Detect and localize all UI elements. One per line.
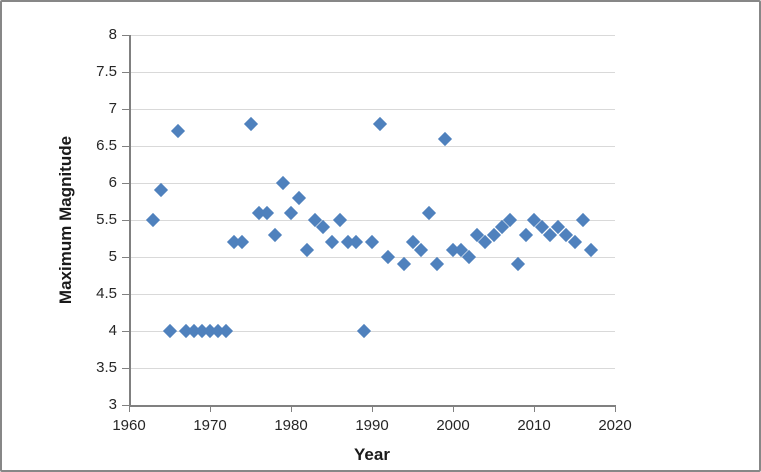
data-point-marker	[267, 227, 282, 242]
data-point-marker	[235, 235, 250, 250]
y-tick-label: 4	[108, 322, 117, 339]
y-axis-tick	[122, 404, 129, 406]
data-point-marker	[292, 190, 307, 205]
x-axis-tick	[533, 405, 535, 412]
data-point-marker	[518, 227, 533, 242]
data-point-marker	[421, 205, 436, 220]
y-axis-tick	[122, 219, 129, 221]
y-tick-label: 3	[108, 396, 117, 413]
data-point-marker	[381, 249, 396, 265]
y-axis-tick	[122, 256, 129, 258]
x-tick-label: 2000	[436, 417, 470, 434]
y-tick-label: 8	[108, 26, 117, 43]
data-point-marker	[275, 175, 290, 191]
x-axis-title: Year	[354, 445, 390, 464]
data-point-marker	[437, 131, 452, 146]
data-point-marker	[356, 323, 371, 339]
x-tick-label: 1960	[112, 417, 146, 434]
y-gridline	[129, 182, 615, 184]
y-axis-line	[129, 35, 131, 405]
data-point-marker	[324, 235, 339, 250]
x-tick-label: 1980	[274, 417, 308, 434]
data-point-marker	[283, 205, 299, 220]
data-point-marker	[583, 242, 598, 257]
x-axis-tick	[452, 405, 454, 412]
y-axis-tick	[122, 293, 129, 295]
data-point-marker	[373, 116, 388, 131]
y-gridline	[129, 108, 615, 110]
data-point-marker	[146, 212, 161, 228]
y-axis-tick	[122, 145, 129, 147]
x-axis-tick	[128, 405, 130, 412]
x-tick-label: 1990	[355, 417, 389, 434]
data-point-marker	[259, 205, 274, 220]
y-tick-label: 7.5	[96, 63, 117, 80]
y-tick-label: 7	[108, 100, 117, 117]
data-point-marker	[364, 235, 380, 250]
y-tick-label: 4.5	[96, 285, 117, 302]
y-gridline	[129, 34, 615, 36]
y-axis-tick	[122, 182, 129, 184]
data-point-marker	[300, 242, 315, 257]
data-point-marker	[219, 323, 234, 339]
y-gridline	[129, 256, 615, 258]
y-axis-tick	[122, 108, 129, 110]
y-gridline	[129, 219, 615, 221]
y-tick-label: 3.5	[96, 359, 117, 376]
x-axis-tick	[209, 405, 211, 412]
y-axis-tick	[122, 71, 129, 73]
data-point-marker	[575, 212, 590, 228]
y-axis-tick	[122, 34, 129, 36]
data-point-marker	[170, 124, 185, 139]
y-tick-label: 6.5	[96, 137, 117, 154]
data-point-marker	[243, 116, 258, 131]
data-point-marker	[510, 257, 525, 272]
data-point-marker	[332, 212, 347, 228]
x-axis-tick	[614, 405, 616, 412]
data-point-marker	[162, 323, 177, 339]
y-tick-label: 5.5	[96, 211, 117, 228]
x-tick-label: 2010	[517, 417, 551, 434]
y-tick-label: 5	[108, 248, 117, 265]
data-point-marker	[154, 183, 169, 198]
x-tick-label: 1970	[193, 417, 227, 434]
y-axis-tick	[122, 330, 129, 332]
x-tick-label: 2020	[598, 417, 632, 434]
y-gridline	[129, 293, 615, 295]
x-axis-tick	[290, 405, 292, 412]
y-axis-title: Maximum Magnitude	[56, 135, 75, 305]
y-gridline	[129, 145, 615, 147]
y-gridline	[129, 330, 615, 332]
x-axis-tick	[371, 405, 373, 412]
y-tick-label: 6	[108, 174, 117, 191]
y-gridline	[129, 367, 615, 369]
data-point-marker	[429, 257, 444, 272]
y-axis-tick	[122, 367, 129, 369]
y-gridline	[129, 71, 615, 73]
data-point-marker	[397, 257, 412, 272]
